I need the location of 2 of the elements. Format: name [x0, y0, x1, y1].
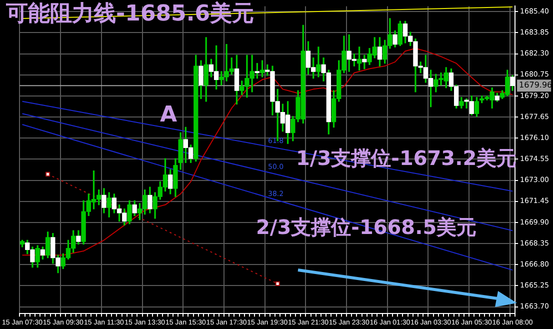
candlestick [316, 46, 321, 78]
annotation: A [160, 102, 178, 128]
